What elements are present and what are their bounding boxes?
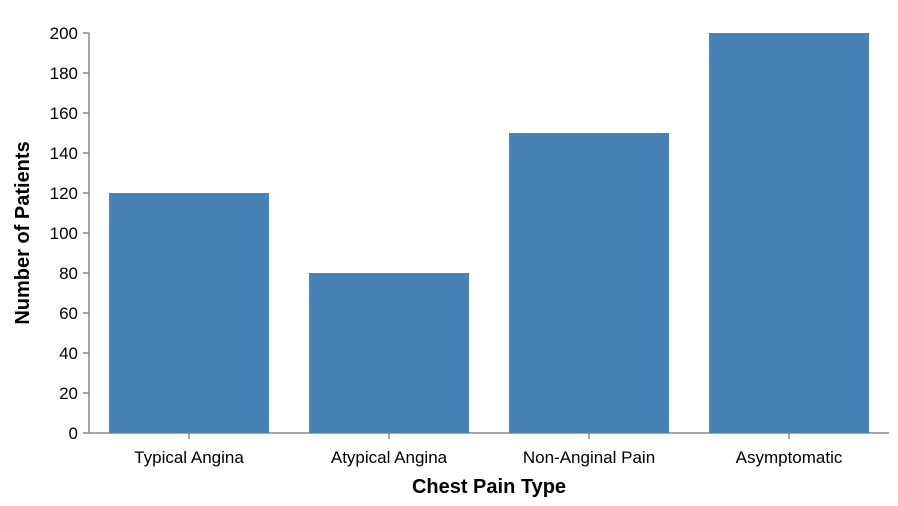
bar-atypical-angina — [309, 273, 469, 433]
bar-typical-angina — [109, 193, 269, 433]
y-tick-label: 0 — [69, 424, 78, 443]
y-tick-label: 120 — [50, 184, 78, 203]
y-axis: 0 20 40 60 80 100 120 140 160 180 200 — [50, 24, 90, 443]
y-tick-label: 200 — [50, 24, 78, 43]
y-axis-title: Number of Patients — [12, 141, 34, 324]
y-tick-label: 80 — [59, 264, 78, 283]
y-tick-label: 100 — [50, 224, 78, 243]
x-axis: Typical Angina Atypical Angina Non-Anginal… — [89, 432, 889, 467]
bars — [109, 33, 869, 433]
x-tick-label: Asymptomatic — [736, 448, 843, 467]
y-tick-label: 40 — [59, 344, 78, 363]
y-tick-label: 140 — [50, 144, 78, 163]
y-tick-label: 60 — [59, 304, 78, 323]
y-tick-label: 20 — [59, 384, 78, 403]
x-tick-label: Non-Anginal Pain — [523, 448, 655, 467]
x-tick-label: Atypical Angina — [331, 448, 448, 467]
x-axis-title: Chest Pain Type — [412, 476, 566, 498]
x-tick-label: Typical Angina — [134, 448, 244, 467]
y-tick-label: 180 — [50, 64, 78, 83]
bar-asymptomatic — [709, 33, 869, 433]
bar-non-anginal-pain — [509, 133, 669, 433]
y-tick-label: 160 — [50, 104, 78, 123]
